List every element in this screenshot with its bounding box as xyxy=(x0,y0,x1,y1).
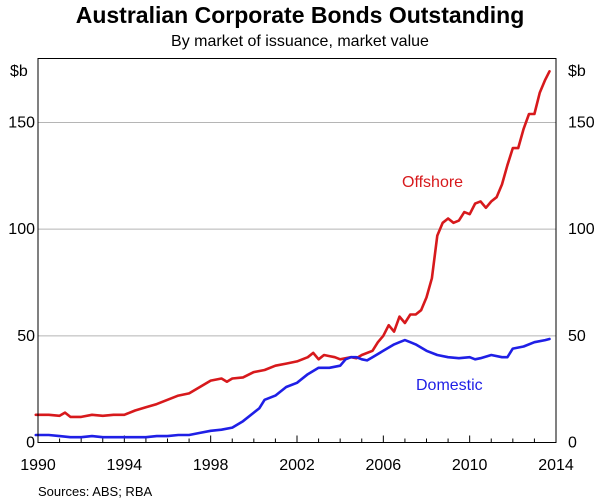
y-tick-label-left: 50 xyxy=(17,328,35,345)
y-ticks-left: 0 50 100 150 xyxy=(8,115,35,452)
y-tick-label-right: 100 xyxy=(568,221,595,238)
series-label-domestic: Domestic xyxy=(416,377,483,394)
x-tick-label: 1994 xyxy=(107,457,143,474)
y-tick-label-left: 150 xyxy=(8,115,35,132)
y-tick-label-right: 150 xyxy=(568,115,595,132)
x-tick-label: 2006 xyxy=(366,457,402,474)
x-tick-label: 2010 xyxy=(452,457,488,474)
series-label-offshore: Offshore xyxy=(402,174,463,191)
gridlines xyxy=(38,122,556,337)
x-tick-label: 2002 xyxy=(279,457,315,474)
series-line-domestic xyxy=(34,337,551,439)
y-unit-left: $b xyxy=(10,63,28,80)
y-ticks-right: 0 50 100 150 xyxy=(568,115,595,452)
y-tick-label-left: 0 xyxy=(26,435,35,452)
x-tick-label: 2014 xyxy=(538,457,574,474)
series-lines xyxy=(34,70,551,439)
plot-area-border xyxy=(37,58,557,443)
y-tick-label-right: 50 xyxy=(568,328,586,345)
source-note: Sources: ABS; RBA xyxy=(38,484,152,499)
y-tick-label-left: 100 xyxy=(8,221,35,238)
chart-subtitle: By market of issuance, market value xyxy=(171,33,429,50)
x-tick-label: 1990 xyxy=(20,457,56,474)
x-ticks: 1990 1994 1998 2002 2006 2010 2014 xyxy=(20,435,574,474)
y-unit-right: $b xyxy=(568,63,586,80)
y-tick-label-right: 0 xyxy=(568,435,577,452)
series-line-offshore xyxy=(34,70,551,419)
x-tick-label: 1998 xyxy=(193,457,229,474)
chart-title: Australian Corporate Bonds Outstanding xyxy=(76,2,525,28)
